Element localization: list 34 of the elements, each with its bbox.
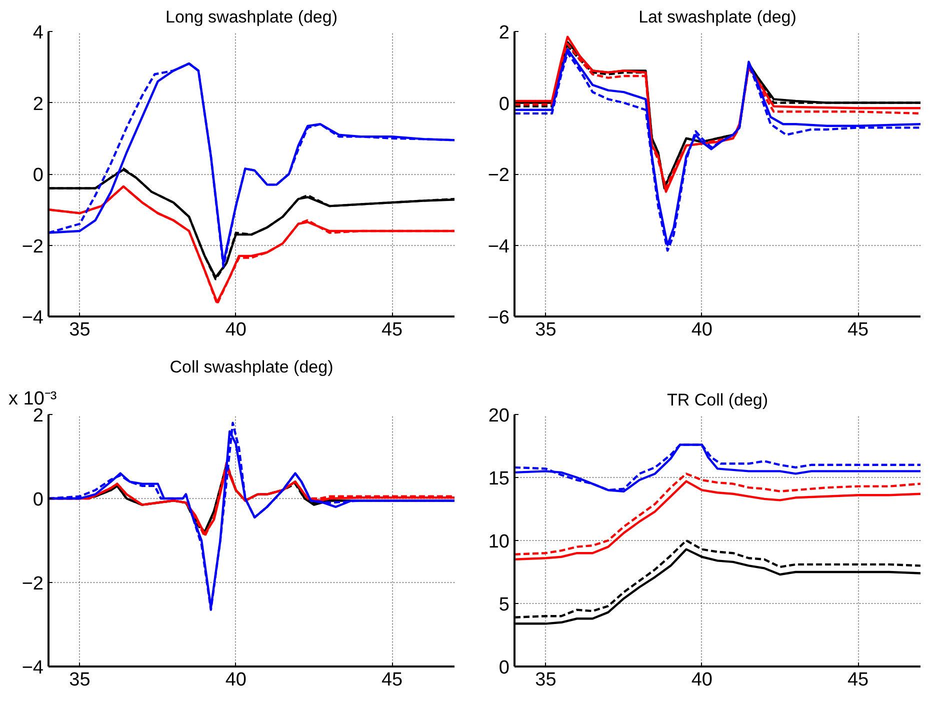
y-tick-label: 15 [488, 468, 510, 490]
y-tick-label: 0 [32, 165, 44, 186]
x-tick-label: 35 [69, 320, 90, 340]
y-tick-label: −2 [22, 574, 44, 594]
chart-title: TR Coll (deg) [666, 390, 768, 410]
x-tick-label: 45 [381, 670, 403, 690]
x-tick-label: 35 [535, 320, 556, 340]
y-tick-label: 2 [498, 22, 510, 44]
y-tick-label: 0 [498, 94, 510, 115]
y-tick-label: 20 [488, 406, 510, 426]
y-tick-label: 2 [32, 94, 44, 115]
chart-title: Coll swashplate (deg) [170, 358, 334, 376]
x-tick-label: 45 [847, 670, 869, 690]
y-tick-label: 4 [32, 22, 44, 44]
y-tick-label: −6 [488, 308, 510, 328]
y-tick-label: −4 [22, 658, 44, 678]
y-tick-label: 10 [488, 532, 510, 552]
x-tick-label: 45 [381, 320, 403, 340]
x-tick-label: 40 [691, 670, 712, 690]
x-tick-label: 40 [225, 670, 246, 690]
y-tick-label: −2 [22, 236, 44, 258]
y-tick-label: 0 [498, 658, 510, 678]
x-tick-label: 40 [225, 320, 246, 340]
y-tick-label: 0 [32, 490, 44, 510]
chart-title: Lat swashplate (deg) [638, 8, 796, 26]
x-tick-label: 45 [847, 320, 869, 340]
chart-title: Long swashplate (deg) [166, 8, 338, 26]
x-tick-label: 35 [535, 670, 556, 690]
x-tick-label: 40 [691, 320, 712, 340]
y-tick-label: −4 [22, 308, 44, 328]
y-tick-label: 5 [498, 594, 510, 616]
x-tick-label: 35 [69, 670, 90, 690]
y-tick-label: −4 [488, 236, 510, 258]
y-tick-label: −2 [488, 165, 510, 186]
